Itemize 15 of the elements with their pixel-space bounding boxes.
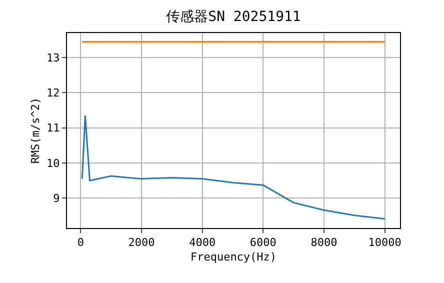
chart-title: 传感器SN 20251911	[166, 9, 301, 26]
x-tick-label: 2000	[128, 236, 155, 250]
y-axis-title: RMS(m/s^2)	[29, 97, 42, 164]
x-tick-label: 6000	[250, 236, 276, 250]
x-tick-label: 4000	[189, 236, 216, 250]
x-tick-label: 10000	[368, 236, 402, 250]
x-tick-label: 0	[77, 236, 84, 250]
x-tick-label: 8000	[310, 236, 338, 250]
y-tick-label: 12	[46, 86, 60, 100]
y-tick-label: 10	[46, 156, 60, 170]
y-tick-label: 11	[46, 122, 60, 135]
line-series	[81, 114, 386, 220]
x-axis-title: Frequency(Hz)	[190, 250, 277, 264]
y-tick-label: 13	[46, 51, 60, 64]
y-tick-label: 9	[53, 192, 60, 205]
